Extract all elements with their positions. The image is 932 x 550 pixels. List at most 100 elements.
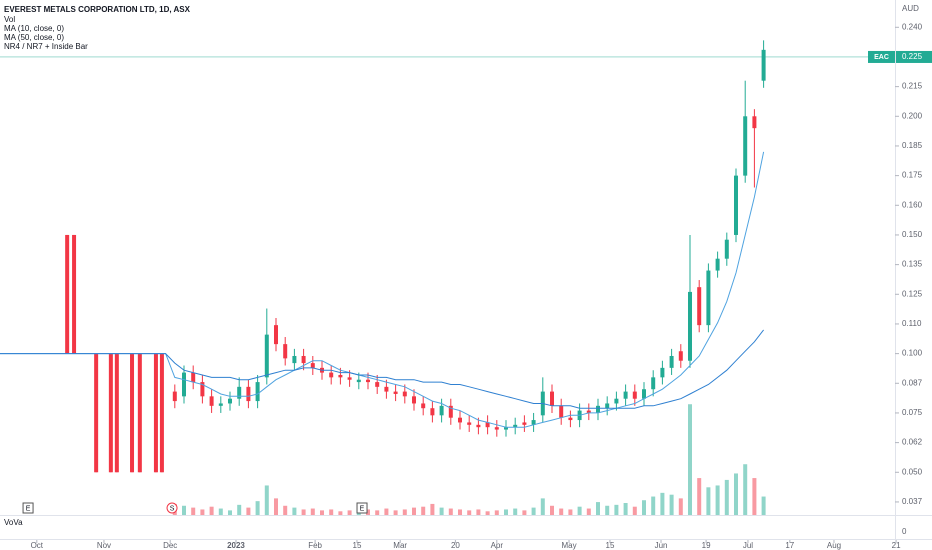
- candle-body: [246, 386, 251, 402]
- candle-body: [559, 405, 564, 418]
- x-tick-label: Aug: [827, 541, 841, 550]
- volume-bar: [430, 503, 435, 515]
- y-tick-label: 0.110: [902, 319, 922, 328]
- volume-bar: [669, 494, 674, 515]
- candle-body: [467, 422, 472, 425]
- volume-bar: [632, 506, 637, 515]
- pane-title: VoVa: [4, 518, 23, 527]
- volume-bar: [228, 510, 232, 515]
- y-tick-label: 0.175: [902, 171, 923, 180]
- moving-average: [0, 329, 764, 409]
- candle-body: [191, 372, 196, 383]
- candle-body: [402, 391, 407, 397]
- candle-body: [734, 175, 738, 235]
- volume-bar: [605, 505, 610, 515]
- candle-body: [65, 234, 70, 354]
- indicator-label: MA (10, close, 0): [4, 24, 64, 33]
- candle-body: [218, 403, 223, 406]
- volume-bar: [752, 478, 757, 515]
- candle-body: [237, 386, 242, 399]
- volume-bar: [237, 504, 242, 515]
- last-price-label: 0.225: [902, 52, 923, 61]
- y-tick-label: 0.240: [902, 22, 923, 31]
- volume-bar: [476, 509, 481, 515]
- x-tick-label: 17: [785, 541, 794, 550]
- candle-body: [715, 258, 720, 271]
- candle-body: [688, 291, 692, 361]
- candle-body: [651, 377, 656, 390]
- candle-body: [172, 391, 177, 402]
- last-price-name-box: [868, 50, 895, 63]
- candle-body: [632, 391, 637, 399]
- volume-bar: [688, 404, 692, 515]
- volume-bar: [264, 485, 269, 515]
- y-tick-label: 0: [902, 527, 907, 536]
- event-label: E: [360, 505, 365, 512]
- volume-bar: [522, 510, 527, 515]
- volume-bar: [375, 510, 380, 515]
- candle-body: [697, 287, 702, 326]
- candle-body: [439, 405, 444, 416]
- y-tick-label: 0.135: [902, 260, 923, 269]
- candle-body: [724, 239, 729, 259]
- volume-bar: [412, 507, 416, 515]
- volume-bar: [697, 478, 702, 515]
- candle-body: [209, 396, 214, 406]
- x-tick-label: 21: [892, 541, 901, 550]
- y-tick-label: 0.075: [902, 408, 923, 417]
- candle-body: [375, 382, 380, 387]
- volume-bar: [678, 498, 683, 515]
- volume-bar: [623, 503, 628, 515]
- volume-bar: [292, 507, 297, 515]
- candle-body: [743, 116, 748, 176]
- candle-body: [274, 325, 278, 345]
- candle-body: [678, 351, 683, 361]
- candle-body: [752, 116, 757, 129]
- volume-bar: [448, 508, 453, 515]
- candle-body: [94, 353, 99, 473]
- candle-body: [513, 424, 518, 428]
- candle-body: [522, 422, 527, 425]
- y-tick-label: 0.200: [902, 111, 923, 120]
- volume-bar: [191, 507, 196, 515]
- volume-bar: [642, 500, 646, 515]
- y-tick-label: 0.125: [902, 289, 923, 298]
- chart-title: EVEREST METALS CORPORATION LTD, 1D, ASX: [4, 5, 191, 14]
- volume-bar: [310, 508, 315, 515]
- candle-body: [310, 363, 315, 368]
- volume-bar: [329, 509, 334, 515]
- x-tick-label: Feb: [308, 541, 322, 550]
- y-tick-label: 0.037: [902, 497, 923, 506]
- x-tick-label: Apr: [491, 541, 504, 550]
- volume-bar: [393, 510, 398, 515]
- candle-body: [669, 355, 674, 368]
- y-tick-label: 0.087: [902, 378, 923, 387]
- volume-bar: [531, 507, 536, 515]
- indicator-label: Vol: [4, 15, 15, 24]
- volume-bar: [467, 510, 472, 515]
- y-tick-label: 0.050: [902, 467, 923, 476]
- volume-bar: [715, 485, 720, 515]
- candle-body: [485, 422, 490, 428]
- volume-bar: [651, 496, 656, 515]
- candle-body: [494, 427, 499, 430]
- candle-body: [614, 398, 619, 404]
- x-tick-label: Nov: [97, 541, 111, 550]
- candle-body: [329, 372, 334, 378]
- volume-bar: [660, 492, 665, 515]
- candle-body: [347, 377, 352, 380]
- volume-bar: [513, 508, 518, 515]
- x-tick-label: Oct: [31, 541, 44, 550]
- volume-bar: [200, 509, 205, 515]
- candle-body: [623, 391, 628, 399]
- y-tick-label: 0.160: [902, 200, 923, 209]
- event-label: E: [26, 505, 31, 512]
- currency: AUD: [902, 4, 919, 13]
- volume-bar: [596, 502, 600, 515]
- candle-body: [421, 403, 426, 409]
- y-tick-label: 0.100: [902, 349, 923, 358]
- x-tick-label: Jul: [743, 541, 753, 550]
- candle-body: [182, 372, 186, 397]
- candle-body: [596, 405, 600, 413]
